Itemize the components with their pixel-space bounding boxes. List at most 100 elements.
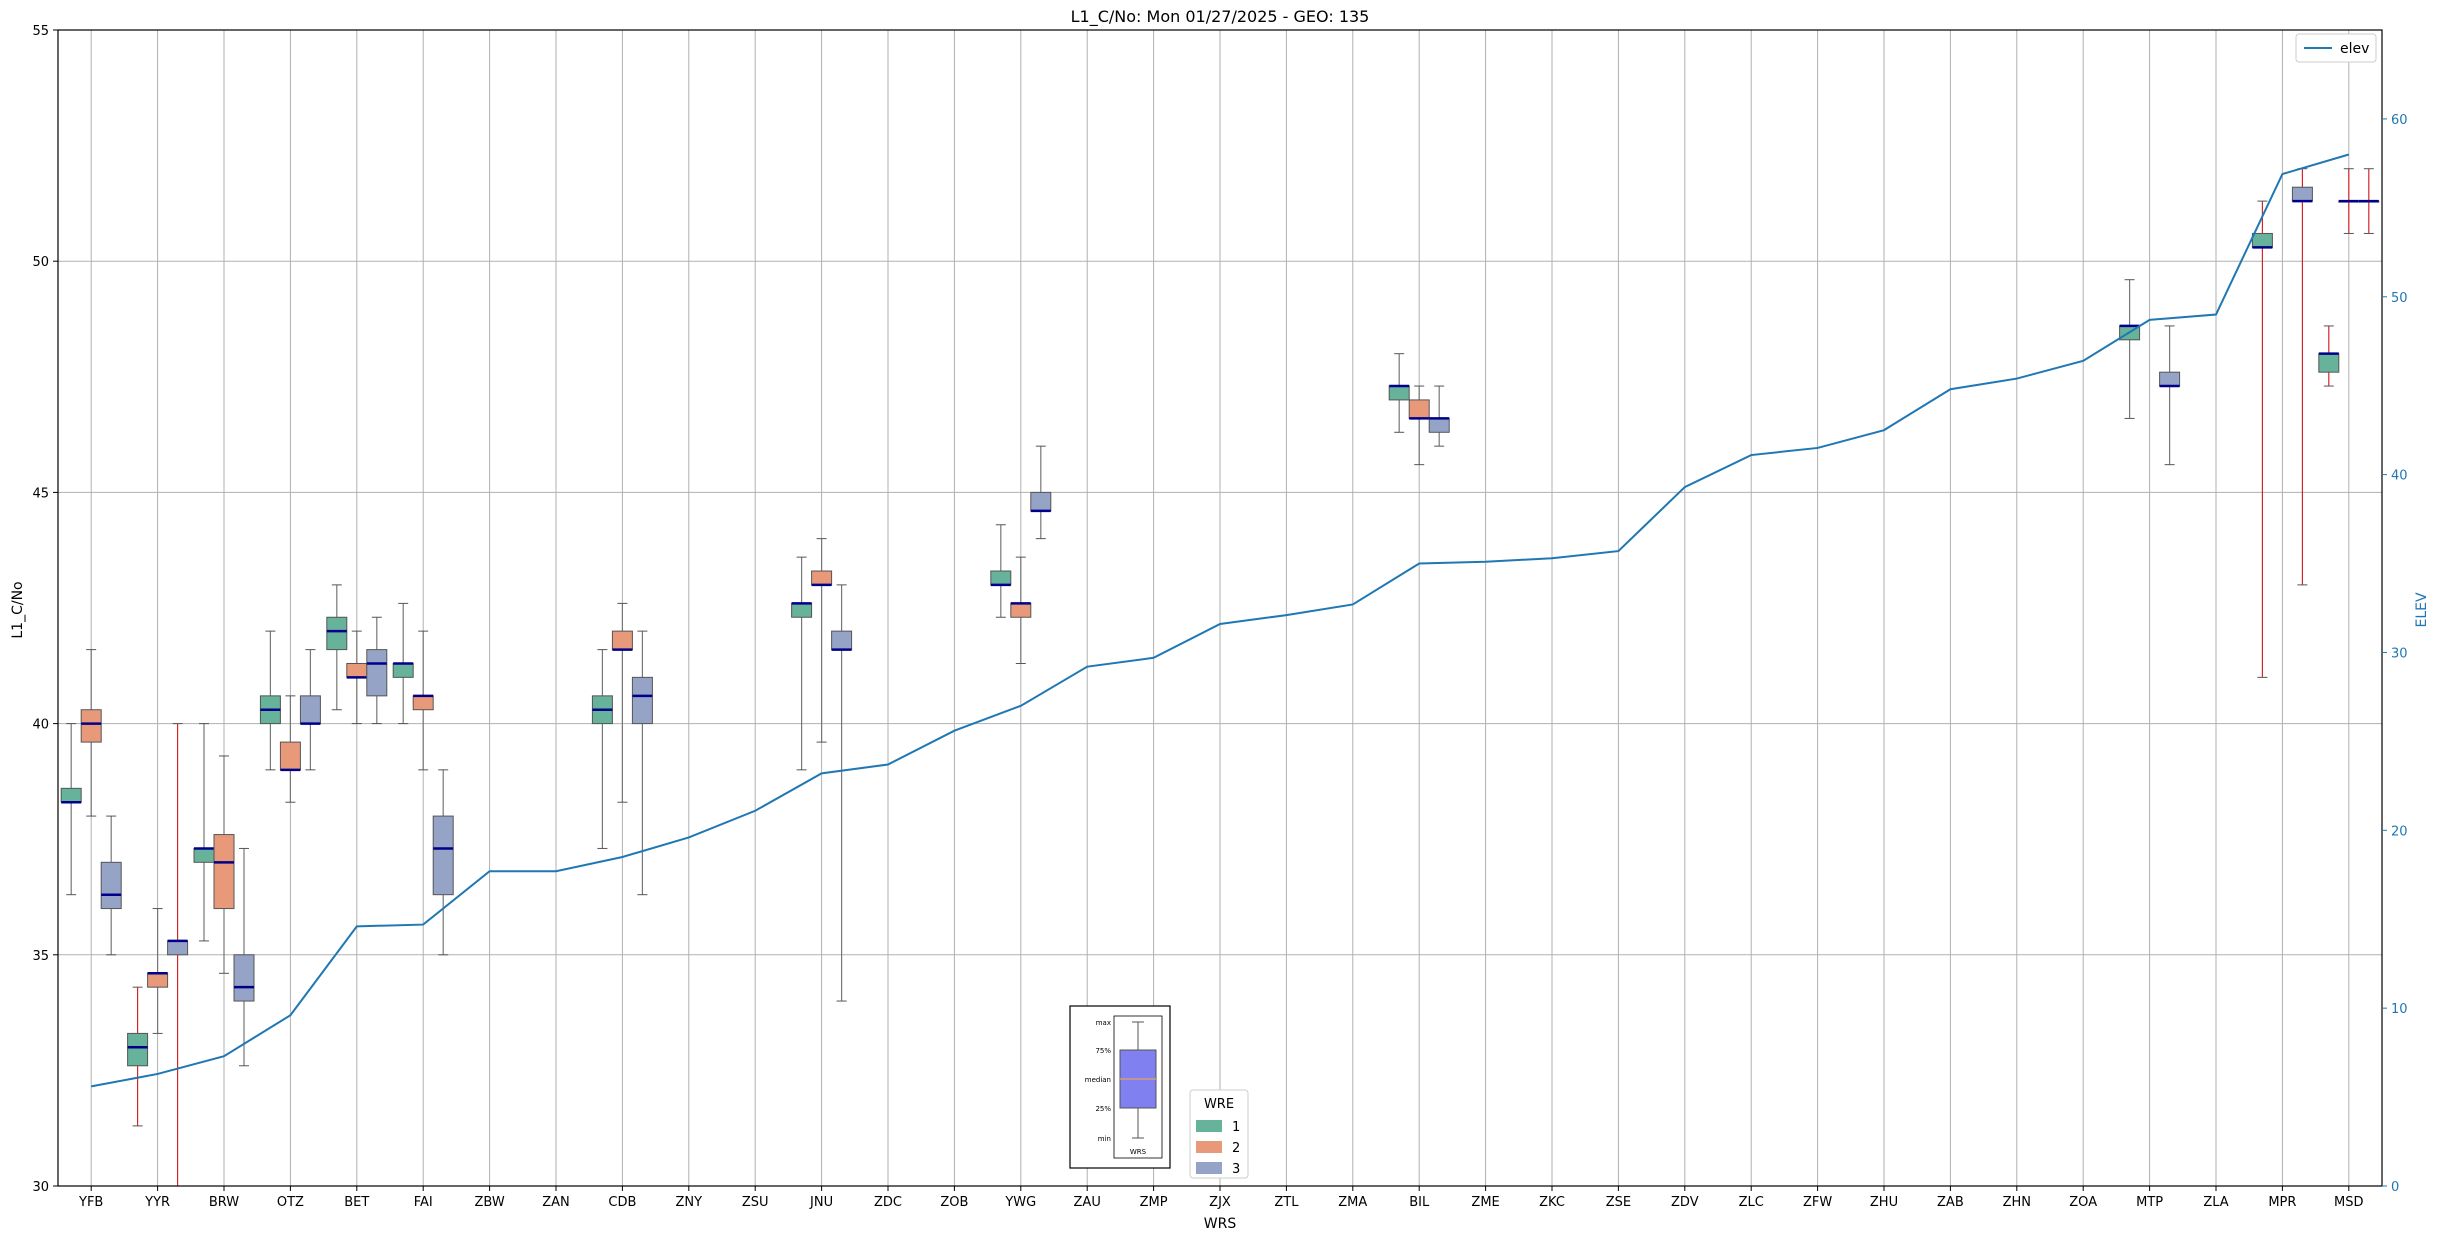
box-bet-wre-2 bbox=[346, 630, 368, 725]
x-tick-label: ZMA bbox=[1338, 1195, 1367, 1210]
x-tick-label: ZOA bbox=[2069, 1195, 2097, 1210]
legend-label-wre-2: 2 bbox=[1232, 1141, 1240, 1156]
legend-frame bbox=[2295, 33, 2377, 63]
elevation-legend: elev bbox=[2295, 33, 2377, 63]
y-tick-label: 40 bbox=[32, 718, 49, 733]
x-tick-label: ZTL bbox=[1274, 1195, 1299, 1210]
legend-label-wre-3: 3 bbox=[1232, 1162, 1240, 1177]
x-tick-label: ZAB bbox=[1937, 1195, 1964, 1210]
x-tick-label: BET bbox=[344, 1195, 369, 1210]
x-tick-label: ZDV bbox=[1671, 1195, 1699, 1210]
x-tick-label: ZAN bbox=[542, 1195, 570, 1210]
wre-legend: WRE 1 2 3 bbox=[1189, 1089, 1249, 1179]
x-tick-label: YYR bbox=[144, 1195, 170, 1210]
box-cdb-wre-3 bbox=[631, 630, 653, 896]
x-tick-label: ZSE bbox=[1606, 1195, 1631, 1210]
y-axis-label: L1_C/No bbox=[10, 581, 26, 638]
box-body bbox=[1030, 491, 1052, 512]
y2-tick-label: 60 bbox=[2391, 113, 2408, 128]
inset-boxplot-key: max 75% median 25% min WRS bbox=[1069, 1005, 1171, 1169]
x-tick-label: ZJX bbox=[1209, 1195, 1231, 1210]
box-body bbox=[2291, 186, 2313, 202]
box-yfb-wre-1 bbox=[60, 723, 82, 896]
legend-elev-label: elev bbox=[2340, 41, 2369, 57]
x-tick-label: MPR bbox=[2268, 1195, 2296, 1210]
box-cdb-wre-1 bbox=[591, 649, 613, 849]
x-tick-label: ZHU bbox=[1870, 1195, 1898, 1210]
box-body bbox=[167, 940, 189, 956]
box-body bbox=[611, 630, 633, 651]
x-tick-label: ZME bbox=[1471, 1195, 1499, 1210]
x-tick-label: ZSU bbox=[742, 1195, 769, 1210]
x-tick-label: ZKC bbox=[1539, 1195, 1565, 1210]
box-bil-wre-3 bbox=[1428, 385, 1450, 447]
box-yyr-wre-1 bbox=[127, 986, 149, 1127]
y2-tick-label: 10 bbox=[2391, 1002, 2408, 1017]
x-tick-label: ZLC bbox=[1739, 1195, 1764, 1210]
box-body bbox=[279, 741, 301, 771]
y-tick-label: 35 bbox=[32, 949, 49, 964]
box-fai-wre-2 bbox=[412, 630, 434, 771]
box-body bbox=[80, 709, 102, 743]
y-tick-label: 45 bbox=[32, 486, 49, 501]
box-bet-wre-1 bbox=[326, 584, 348, 711]
box-body bbox=[127, 1032, 149, 1067]
box-body bbox=[392, 662, 414, 678]
x-tick-label: ZLA bbox=[2203, 1195, 2228, 1210]
box-otz-wre-1 bbox=[259, 630, 281, 771]
legend-swatch-wre-2 bbox=[1196, 1141, 1222, 1153]
box-jnu-wre-1 bbox=[791, 556, 813, 771]
chart-title: L1_C/No: Mon 01/27/2025 - GEO: 135 bbox=[1071, 7, 1370, 27]
x-tick-label: ZFW bbox=[1803, 1195, 1832, 1210]
x-tick-label: OTZ bbox=[277, 1195, 304, 1210]
x-tick-label: ZBW bbox=[474, 1195, 504, 1210]
y2-tick-label: 50 bbox=[2391, 291, 2408, 306]
box-body bbox=[100, 861, 122, 910]
box-body bbox=[326, 616, 348, 651]
x-tick-label: YWG bbox=[1004, 1195, 1036, 1210]
box-body bbox=[811, 570, 833, 586]
box-body bbox=[432, 815, 454, 896]
inset-xlabel: WRS bbox=[1130, 1148, 1147, 1156]
inset-label: median bbox=[1085, 1076, 1111, 1084]
inset-label: 25% bbox=[1095, 1105, 1111, 1113]
box-body bbox=[2251, 232, 2273, 248]
box-body bbox=[1428, 417, 1450, 433]
box-msd-wre-2 bbox=[2338, 168, 2360, 234]
box-body bbox=[366, 649, 388, 697]
box-mtp-wre-3 bbox=[2159, 325, 2181, 466]
y-tick-label: 30 bbox=[32, 1180, 49, 1195]
box-otz-wre-3 bbox=[299, 649, 321, 771]
box-msd-wre-1 bbox=[2318, 325, 2340, 387]
box-yfb-wre-3 bbox=[100, 815, 122, 956]
box-ywg-wre-2 bbox=[1010, 556, 1032, 664]
inset-label: max bbox=[1096, 1019, 1111, 1027]
x-tick-label: ZHN bbox=[2003, 1195, 2031, 1210]
legend-swatch-wre-3 bbox=[1196, 1162, 1222, 1174]
axes: YFB YYR BRW OTZ BET FAI ZBW ZAN CDB ZNY ZSU JNU ZDC Z… bbox=[32, 24, 2407, 1210]
legend-title: WRE bbox=[1204, 1097, 1234, 1112]
box-brw-wre-1 bbox=[193, 723, 215, 942]
x-tick-label: FAI bbox=[414, 1195, 433, 1210]
box-body bbox=[60, 787, 82, 803]
box-jnu-wre-2 bbox=[811, 538, 833, 743]
box-fai-wre-1 bbox=[392, 602, 414, 725]
x-tick-label: BIL bbox=[1409, 1195, 1430, 1210]
box-series bbox=[60, 168, 2380, 1187]
box-cdb-wre-2 bbox=[611, 602, 633, 803]
box-body bbox=[631, 676, 653, 725]
box-bet-wre-3 bbox=[366, 616, 388, 725]
y-tick-label: 55 bbox=[32, 24, 49, 39]
box-body bbox=[791, 602, 813, 618]
y2-tick-label: 20 bbox=[2391, 824, 2408, 839]
box-msd-wre-3 bbox=[2358, 168, 2380, 234]
x-tick-label: MSD bbox=[2334, 1195, 2363, 1210]
x-tick-label: ZMP bbox=[1140, 1195, 1168, 1210]
box-body bbox=[299, 695, 321, 725]
box-body bbox=[213, 834, 235, 910]
legend-frame bbox=[1189, 1089, 1249, 1179]
box-fai-wre-3 bbox=[432, 769, 454, 956]
y2-tick-label: 40 bbox=[2391, 469, 2408, 484]
x-tick-label: MTP bbox=[2136, 1195, 2163, 1210]
elevation-series bbox=[91, 153, 2350, 1088]
